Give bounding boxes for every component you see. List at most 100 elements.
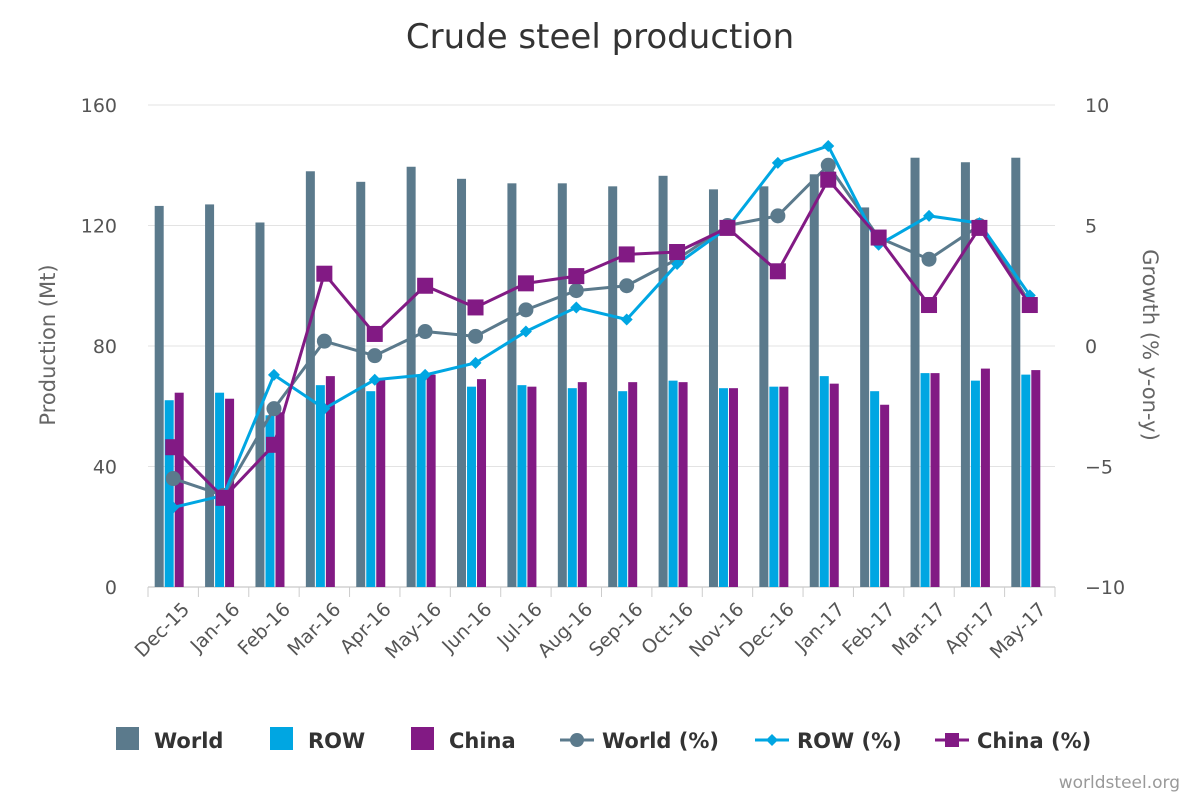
bar-china — [325, 376, 335, 587]
point-row — [519, 325, 532, 338]
point-world — [518, 302, 534, 318]
y-axis-title: Production (Mt) — [36, 264, 60, 425]
bar-china — [426, 374, 436, 587]
bar-china — [728, 388, 738, 587]
bar-world — [658, 175, 668, 587]
x-tick-label: Jan-16 — [186, 598, 245, 657]
legend-marker-china — [945, 733, 959, 747]
bar-row — [265, 415, 275, 587]
bar-china — [1031, 370, 1041, 587]
line-marks — [165, 139, 1038, 514]
series-line-china — [172, 178, 1032, 500]
point-china — [568, 268, 585, 285]
bar-china — [527, 386, 537, 587]
bar-row — [416, 374, 426, 587]
point-world — [820, 157, 836, 173]
bar-china — [930, 373, 940, 587]
point-china — [921, 297, 938, 314]
point-china — [719, 219, 736, 236]
x-tick-label: Mar-17 — [888, 598, 950, 660]
bar-china — [376, 379, 386, 587]
y2-tick-label: 0 — [1085, 336, 1097, 358]
bar-world — [608, 186, 618, 587]
bar-china — [628, 382, 638, 587]
bar-row — [920, 373, 930, 587]
bar-china — [577, 382, 587, 587]
bar-world — [960, 162, 970, 588]
point-china — [1021, 297, 1038, 314]
y-tick-label: 120 — [81, 216, 117, 238]
legend-label-row: ROW — [308, 729, 365, 753]
point-row — [570, 301, 583, 314]
bar-row — [164, 400, 174, 587]
point-world — [468, 328, 484, 344]
bar-world — [154, 205, 164, 587]
legend-label-world: World (%) — [602, 729, 719, 753]
x-tick-label: Mar-16 — [283, 598, 345, 660]
bar-row — [567, 388, 577, 587]
y2-tick-label: −10 — [1085, 577, 1125, 599]
point-china — [669, 244, 686, 261]
point-china — [165, 439, 182, 456]
y2-tick-label: 5 — [1085, 216, 1097, 238]
bar-row — [618, 391, 628, 587]
x-axis-ticks: Dec-15Jan-16Feb-16Mar-16Apr-16May-16Jun-… — [131, 598, 1051, 663]
point-row — [368, 373, 381, 386]
bar-world — [910, 157, 920, 587]
bar-world — [305, 171, 315, 587]
series-line-world — [172, 163, 1032, 497]
legend-marker-row — [766, 734, 778, 746]
point-china — [618, 246, 635, 263]
bar-china — [980, 368, 990, 587]
bar-china — [477, 379, 487, 587]
point-china — [366, 325, 383, 342]
x-tick-label: Dec-16 — [735, 598, 799, 662]
point-world — [367, 348, 383, 364]
bar-china — [779, 386, 789, 587]
legend-label-row: ROW (%) — [797, 729, 902, 753]
bar-row — [819, 376, 829, 587]
bar-row — [769, 386, 779, 587]
bar-world — [205, 204, 215, 587]
point-row — [419, 368, 432, 381]
x-tick-label: May-17 — [986, 598, 1051, 663]
point-row — [318, 402, 331, 415]
bar-world — [507, 183, 517, 587]
legend-swatch-china — [411, 727, 434, 750]
x-tick-label: Dec-15 — [131, 598, 195, 662]
point-world — [266, 401, 282, 417]
bar-row — [517, 385, 527, 587]
y-tick-label: 80 — [93, 336, 117, 358]
point-china — [417, 277, 434, 294]
x-tick-label: Nov-16 — [685, 598, 748, 661]
series-line-row — [172, 144, 1032, 509]
point-china — [820, 171, 837, 188]
point-row — [620, 313, 633, 326]
point-world — [619, 278, 635, 294]
legend-label-china: China (%) — [977, 729, 1091, 753]
bar-world — [1011, 157, 1021, 587]
bar-china — [880, 404, 890, 587]
point-row — [267, 368, 280, 381]
bar-world — [860, 207, 870, 588]
point-world — [165, 471, 181, 487]
y-tick-label: 40 — [93, 457, 117, 479]
bar-row — [718, 388, 728, 587]
bar-world — [356, 181, 366, 587]
x-tick-label: Jan-17 — [790, 598, 849, 657]
bar-row — [1021, 374, 1031, 587]
point-china — [467, 299, 484, 316]
bar-row — [467, 386, 477, 587]
bar-china — [275, 412, 285, 587]
right-axis-ticks: −10 −5 0 5 10 — [1085, 95, 1125, 599]
y2-tick-label: 10 — [1085, 95, 1109, 117]
y2-axis-title: Growth (% y-on-y) — [1138, 249, 1162, 441]
bar-world — [809, 174, 819, 587]
gridlines — [147, 104, 1056, 597]
x-tick-label: Feb-17 — [838, 598, 899, 659]
left-axis-ticks: 0 40 80 120 160 — [81, 95, 117, 599]
y2-tick-label: −5 — [1085, 457, 1113, 479]
legend-label-world: World — [154, 729, 223, 753]
bar-china — [174, 392, 184, 587]
legend-swatch-world — [116, 727, 139, 750]
